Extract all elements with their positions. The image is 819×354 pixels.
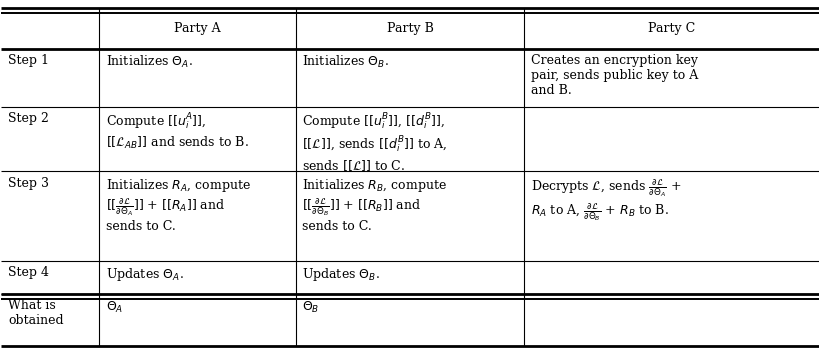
Text: Party A: Party A	[174, 22, 220, 35]
Text: Initializes $R_B$, compute
$[[\frac{\partial \mathcal{L}}{\partial \Theta_B}]]$ : Initializes $R_B$, compute $[[\frac{\par…	[301, 177, 446, 233]
Text: Creates an encryption key
pair, sends public key to A
and B.: Creates an encryption key pair, sends pu…	[530, 54, 697, 97]
Text: Initializes $\Theta_A$.: Initializes $\Theta_A$.	[106, 54, 192, 70]
Text: Compute $[[u_i^A]]$,
$[[\mathcal{L}_{AB}]]$ and sends to B.: Compute $[[u_i^A]]$, $[[\mathcal{L}_{AB}…	[106, 112, 248, 151]
Text: Updates $\Theta_A$.: Updates $\Theta_A$.	[106, 266, 183, 283]
Text: Step 1: Step 1	[8, 54, 49, 67]
Text: Party C: Party C	[647, 22, 695, 35]
Text: Decrypts $\mathcal{L}$, sends $\frac{\partial \mathcal{L}}{\partial \Theta_A}$ +: Decrypts $\mathcal{L}$, sends $\frac{\pa…	[530, 177, 681, 223]
Text: Initializes $R_A$, compute
$[[\frac{\partial \mathcal{L}}{\partial \Theta_A}]]$ : Initializes $R_A$, compute $[[\frac{\par…	[106, 177, 251, 233]
Text: Step 4: Step 4	[8, 266, 49, 279]
Text: Updates $\Theta_B$.: Updates $\Theta_B$.	[301, 266, 379, 283]
Text: $\Theta_B$: $\Theta_B$	[301, 299, 319, 315]
Text: Compute $[[u_i^B]]$, $[[d_i^B]]$,
$[[\mathcal{L}]]$, sends $[[d_i^B]]$ to A,
sen: Compute $[[u_i^B]]$, $[[d_i^B]]$, $[[\ma…	[301, 112, 447, 173]
Text: Step 3: Step 3	[8, 177, 49, 190]
Text: Initializes $\Theta_B$.: Initializes $\Theta_B$.	[301, 54, 388, 70]
Text: Step 2: Step 2	[8, 112, 49, 125]
Text: What is
obtained: What is obtained	[8, 299, 64, 327]
Text: $\Theta_A$: $\Theta_A$	[106, 299, 123, 315]
Text: Party B: Party B	[386, 22, 433, 35]
